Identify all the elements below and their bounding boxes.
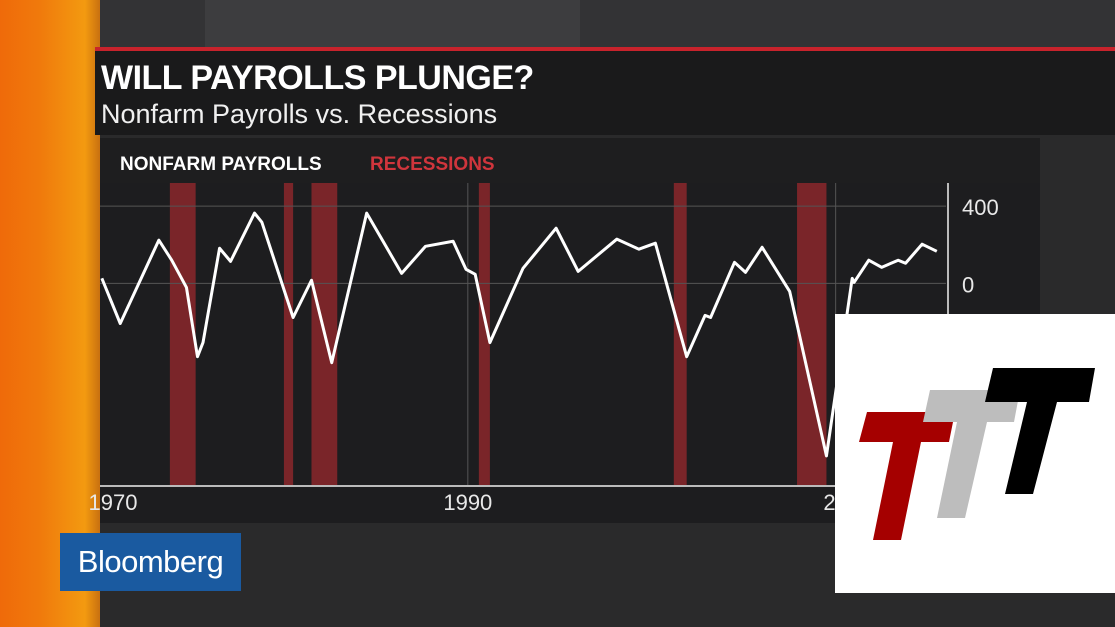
y-tick-label: 0 <box>962 272 974 297</box>
chart-legend: NONFARM PAYROLLS RECESSIONS <box>100 138 1040 183</box>
chart-subtitle: Nonfarm Payrolls vs. Recessions <box>101 99 498 129</box>
logo-black-t <box>985 368 1095 494</box>
recession-band <box>478 183 490 486</box>
ttt-overlay-logo <box>835 314 1115 593</box>
orange-side-bar <box>0 0 100 627</box>
title-panel: WILL PAYROLLS PLUNGE? Nonfarm Payrolls v… <box>95 47 1115 135</box>
logo-gray-t <box>923 390 1020 518</box>
recession-band <box>169 183 196 486</box>
series-line-nonfarm-payrolls <box>100 211 938 458</box>
y-tick-label: 400 <box>962 195 999 220</box>
recession-band <box>283 183 294 486</box>
background-pattern <box>205 0 580 48</box>
x-tick-label: 1990 <box>443 490 492 515</box>
logo-red-t <box>859 412 955 540</box>
chart-title: WILL PAYROLLS PLUNGE? <box>101 59 534 97</box>
x-tick-label: 1970 <box>89 490 138 515</box>
legend-nonfarm-payrolls: NONFARM PAYROLLS <box>120 154 322 175</box>
bloomberg-logo: Bloomberg <box>60 533 241 591</box>
legend-recessions: RECESSIONS <box>370 154 495 175</box>
